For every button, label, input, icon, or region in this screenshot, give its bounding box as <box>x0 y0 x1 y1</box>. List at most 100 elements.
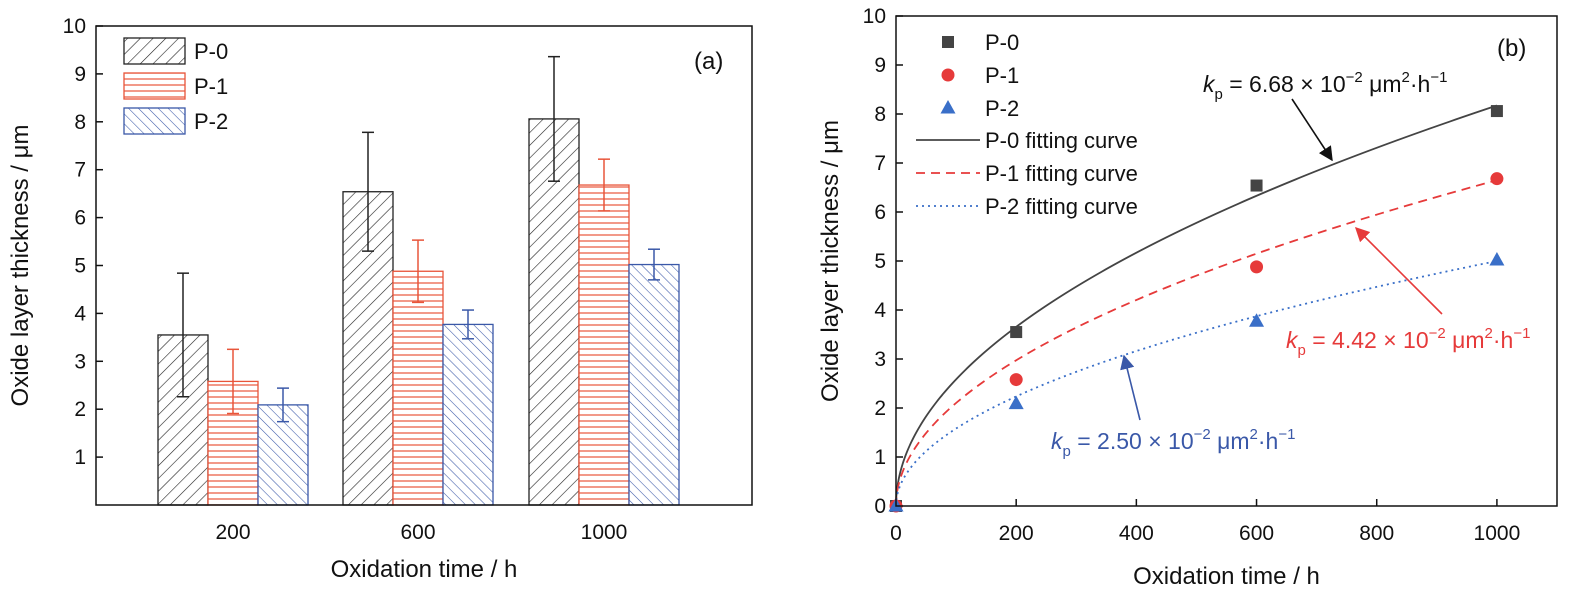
data-point <box>1249 313 1265 327</box>
data-point <box>1490 172 1504 186</box>
y-tick-label: 8 <box>74 111 86 134</box>
annotation-part: 2 <box>1402 69 1410 86</box>
annotation-part: p <box>1215 86 1223 103</box>
y-tick-label: 0 <box>874 495 886 518</box>
x-axis-label: Oxidation time / h <box>331 556 518 583</box>
y-tick-label: 4 <box>74 302 86 325</box>
annotation-part: μm <box>1363 71 1402 97</box>
x-tick-label: 1000 <box>1474 522 1521 545</box>
legend-swatch <box>123 72 186 100</box>
y-tick-label: 5 <box>74 255 86 278</box>
x-tick-label: 0 <box>890 522 902 545</box>
legend-label: P-2 <box>194 109 228 134</box>
bar-chart-panel: 1 2 3 4 5 6 7 8 9 10 200 600 1000 P-0 P-1 P-2 (a) Oxid… <box>7 15 753 583</box>
legend-swatch <box>123 107 186 135</box>
x-tick-label: 400 <box>1119 522 1154 545</box>
annotation-part: −1 <box>1430 69 1447 86</box>
annotation-part: μm <box>1446 327 1485 353</box>
annotation-part: k <box>1286 327 1299 353</box>
x-tick-label: 800 <box>1359 522 1394 545</box>
annotation-part: ·h <box>1258 428 1278 454</box>
legend-label: P-0 fitting curve <box>985 128 1138 153</box>
y-tick-label: 6 <box>874 201 886 224</box>
annotation-part: ·h <box>1493 327 1513 353</box>
annotation-part: 2 <box>1250 426 1258 443</box>
annotation-part: −2 <box>1429 325 1446 342</box>
bar <box>528 118 580 506</box>
data-point <box>1250 260 1264 274</box>
plot-frame <box>95 25 753 506</box>
data-point <box>1010 326 1023 339</box>
fit-curve <box>895 104 1498 507</box>
legend-label: P-0 <box>985 30 1019 55</box>
annotation-part: p <box>1298 342 1306 359</box>
data-point <box>1009 373 1023 387</box>
y-axis-label: Oxide layer thickness / μm <box>7 125 34 407</box>
legend-marker <box>940 100 956 114</box>
legend-label: P-1 <box>194 74 228 99</box>
annotation-part: p <box>1063 443 1071 460</box>
annotation-part: μm <box>1211 428 1250 454</box>
legend-label: P-2 <box>985 96 1019 121</box>
plot-frame <box>895 15 1558 507</box>
data-point <box>1008 395 1024 410</box>
annotation-part: −1 <box>1513 325 1530 342</box>
y-tick-label: 3 <box>874 348 886 371</box>
y-tick-label: 2 <box>874 397 886 420</box>
legend-marker <box>942 36 954 48</box>
bar <box>442 323 494 506</box>
annotation-part: 2 <box>1485 325 1493 342</box>
x-axis-label: Oxidation time / h <box>1133 563 1320 590</box>
y-tick-label: 9 <box>74 63 86 86</box>
bar <box>392 270 444 506</box>
x-tick-label: 600 <box>1239 522 1274 545</box>
annotation-part: −1 <box>1278 426 1295 443</box>
legend-label: P-2 fitting curve <box>985 194 1138 219</box>
y-tick-label: 5 <box>874 250 886 273</box>
annotation-kp: kp = 2.50 × 10−2 μm2·h−1 <box>1051 426 1295 460</box>
annotation-part: ·h <box>1410 71 1430 97</box>
x-tick-label: 200 <box>999 522 1034 545</box>
data-point <box>1489 252 1505 266</box>
y-axis-label: Oxide layer thickness / μm <box>817 120 844 402</box>
fit-curve <box>895 179 1498 507</box>
data-point <box>1250 179 1263 192</box>
y-tick-label: 2 <box>74 398 86 421</box>
annotation-arrow <box>1291 98 1333 162</box>
scatter-chart-panel: 0 1 2 3 4 5 6 7 8 9 10 0 200 400 600 800 1000 P-0 P-1 P-2 P… <box>817 5 1558 590</box>
annotation-part: −2 <box>1346 69 1363 86</box>
y-tick-label: 7 <box>74 159 86 182</box>
y-tick-label: 4 <box>874 299 886 322</box>
y-tick-label: 10 <box>63 15 86 38</box>
y-tick-label: 1 <box>874 446 886 469</box>
annotation-part: = 4.42 × 10 <box>1306 327 1429 353</box>
y-tick-label: 9 <box>874 54 886 77</box>
y-tick-label: 6 <box>74 207 86 230</box>
annotation-part: k <box>1051 428 1064 454</box>
legend-label: P-1 fitting curve <box>985 161 1138 186</box>
panel-label-b: (b) <box>1497 35 1526 62</box>
x-tick-label: 600 <box>400 521 435 544</box>
panel-label-a: (a) <box>694 48 723 75</box>
data-point <box>1490 105 1503 118</box>
legend-label: P-0 <box>194 39 228 64</box>
x-tick-label: 200 <box>215 521 250 544</box>
y-tick-label: 8 <box>874 103 886 126</box>
bar <box>628 263 680 506</box>
annotation-arrow <box>1120 354 1141 421</box>
x-tick-label: 1000 <box>581 521 628 544</box>
annotation-kp: kp = 4.42 × 10−2 μm2·h−1 <box>1286 325 1530 359</box>
annotation-kp: kp = 6.68 × 10−2 μm2·h−1 <box>1203 69 1447 103</box>
annotation-arrow <box>1354 226 1443 315</box>
y-tick-label: 10 <box>863 5 886 28</box>
annotation-part: −2 <box>1194 426 1211 443</box>
bar <box>578 184 630 506</box>
annotation-part: = 6.68 × 10 <box>1223 71 1346 97</box>
annotation-part: = 2.50 × 10 <box>1071 428 1194 454</box>
y-tick-label: 1 <box>74 446 86 469</box>
legend-swatch <box>123 37 186 65</box>
fit-curve <box>895 260 1498 507</box>
y-tick-label: 7 <box>874 152 886 175</box>
legend-label: P-1 <box>985 63 1019 88</box>
